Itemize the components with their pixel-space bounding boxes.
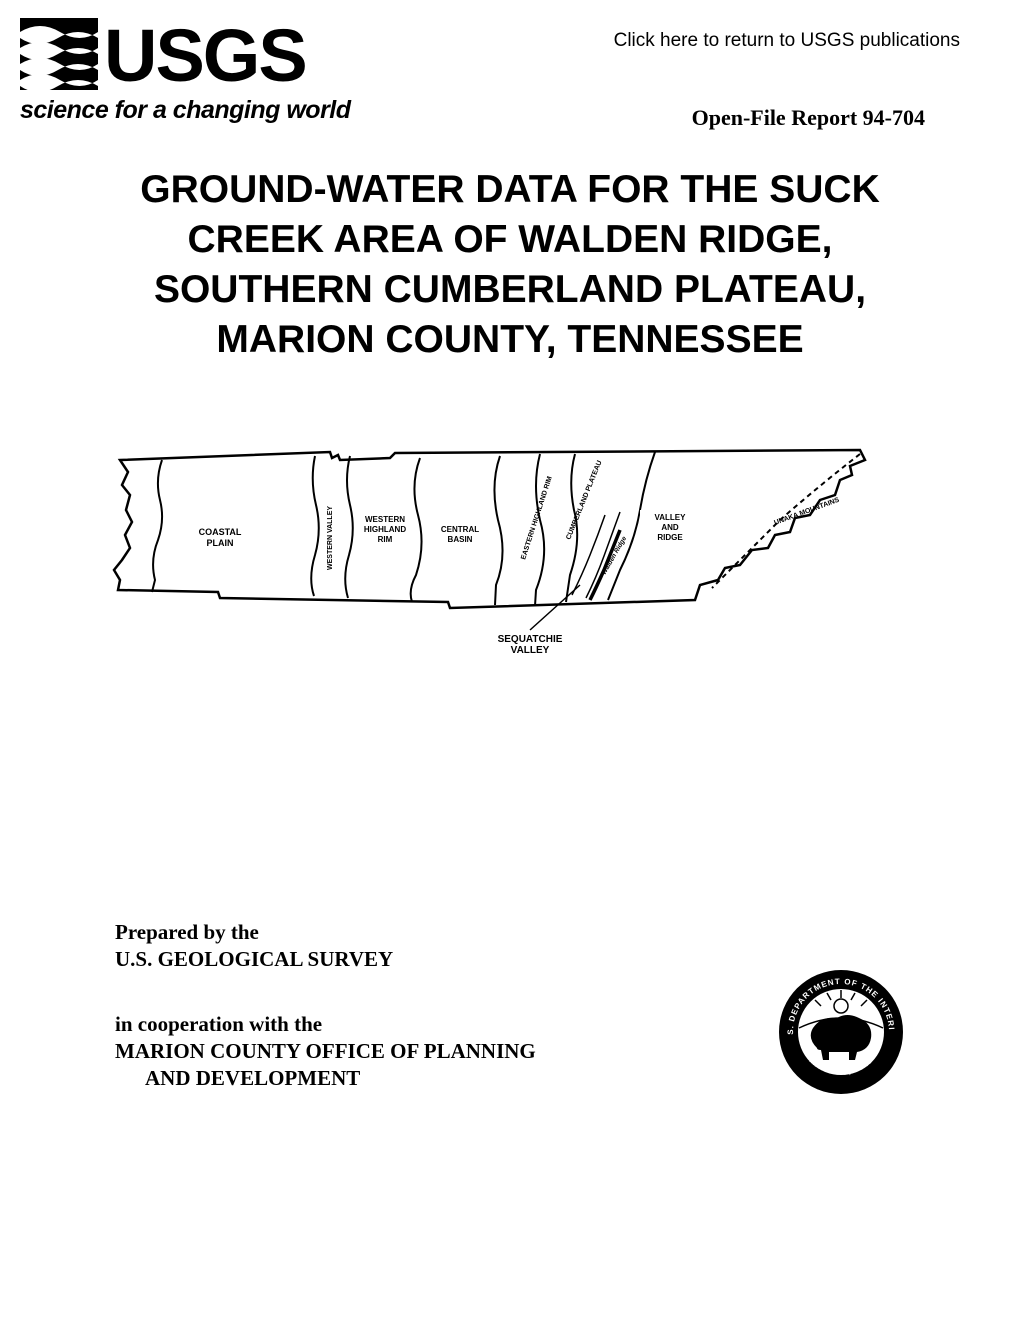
cooperation-label: in cooperation with the (115, 1012, 715, 1037)
map-label-ehr: EASTERN HIGHLAND RIM (520, 475, 554, 560)
report-title: GROUND-WATER DATA FOR THE SUCK CREEK ARE… (60, 165, 960, 365)
usgs-logo: USGS science for a changing world (20, 18, 360, 125)
title-line-3: SOUTHERN CUMBERLAND PLATEAU, (154, 268, 866, 311)
title-line-4: MARION COUNTY, TENNESSEE (216, 318, 803, 361)
map-label-western-valley: WESTERN VALLEY (327, 506, 334, 570)
map-label-central-basin-2: BASIN (448, 535, 473, 544)
title-line-1: GROUND-WATER DATA FOR THE SUCK (140, 168, 880, 211)
map-label-coastal-plain-2: PLAIN (207, 538, 234, 548)
usgs-acronym: USGS (104, 23, 306, 90)
doi-seal-icon: U.S. DEPARTMENT OF THE INTERIOR MARCH 3,… (777, 968, 905, 1096)
map-label-unaka: UNAKA MOUNTAINS (773, 497, 840, 527)
agency-marion-1: MARION COUNTY OFFICE OF PLANNING (115, 1039, 715, 1064)
map-label-valley-ridge-3: RIDGE (657, 533, 683, 542)
footer-block: Prepared by the U.S. GEOLOGICAL SURVEY i… (115, 920, 715, 1091)
report-id: Open-File Report 94-704 (692, 105, 925, 131)
map-callout-sequatchie-1: SEQUATCHIE (498, 634, 563, 645)
tennessee-physiographic-map: MISSISSIPPI RIVER VALLEY COASTAL PLAIN W… (100, 440, 880, 670)
title-line-2: CREEK AREA OF WALDEN RIDGE, (188, 218, 833, 261)
map-label-valley-ridge-2: AND (661, 523, 679, 532)
agency-usgs: U.S. GEOLOGICAL SURVEY (115, 947, 715, 972)
map-label-whr-2: HIGHLAND (364, 525, 406, 534)
map-label-whr-3: RIM (378, 535, 393, 544)
usgs-tagline: science for a changing world (20, 96, 360, 125)
map-label-central-basin-1: CENTRAL (441, 525, 479, 534)
agency-marion-2: AND DEVELOPMENT (145, 1066, 715, 1091)
map-label-whr-1: WESTERN (365, 515, 405, 524)
prepared-by-label: Prepared by the (115, 920, 715, 945)
svg-text:VALLEY: VALLEY (655, 513, 687, 522)
map-label-coastal-plain: COASTAL (199, 527, 242, 537)
map-callout-sequatchie-2: VALLEY (511, 645, 550, 656)
usgs-wave-icon (20, 18, 98, 90)
return-link[interactable]: Click here to return to USGS publication… (614, 30, 960, 52)
